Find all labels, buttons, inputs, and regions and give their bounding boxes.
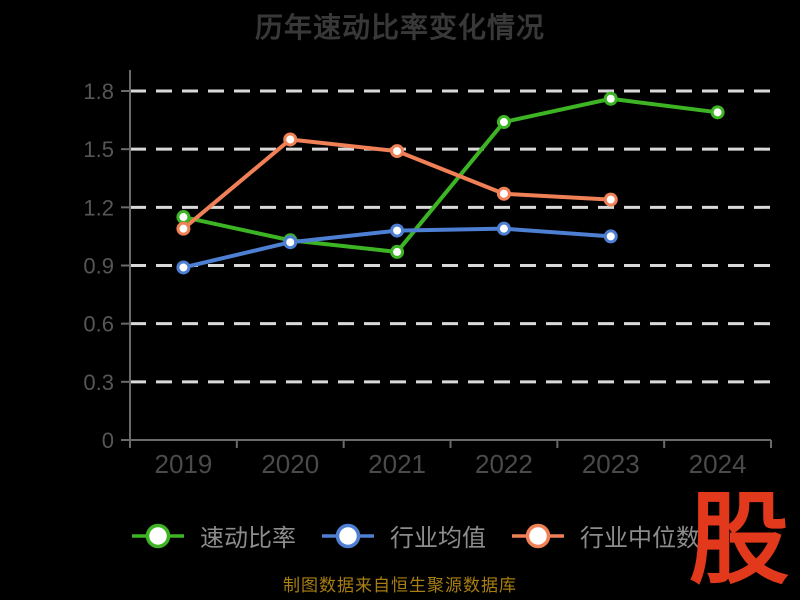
line-marker-icon [322, 523, 374, 548]
series-marker-2 [283, 132, 298, 147]
series-marker-0 [496, 115, 511, 130]
legend-label: 速动比率 [200, 525, 296, 552]
legend-item-industry-median[interactable]: 行业中位数 [510, 518, 700, 553]
series-marker-2 [176, 221, 191, 236]
x-tick-label: 2019 [154, 449, 212, 479]
series-marker-0 [176, 210, 191, 225]
x-tick-label: 2020 [261, 449, 319, 479]
series-marker-1 [176, 260, 191, 275]
series-marker-0 [390, 244, 405, 259]
series-marker-1 [390, 223, 405, 238]
y-tick-label: 0 [102, 428, 114, 453]
chart-title: 历年速动比率变化情况 [254, 12, 545, 43]
series-marker-2 [496, 186, 511, 201]
series-marker-2 [603, 192, 618, 207]
legend-label: 行业中位数 [580, 525, 700, 552]
series-marker-0 [710, 105, 725, 120]
logo-gu: 股 [689, 484, 789, 596]
series-marker-1 [283, 235, 298, 250]
line-marker-icon [512, 523, 564, 548]
legend-item-quick-ratio[interactable]: 速动比率 [130, 518, 296, 553]
y-tick-label: 1.5 [83, 137, 114, 162]
x-tick-label: 2023 [582, 449, 640, 479]
series-marker-1 [496, 221, 511, 236]
legend-item-industry-mean[interactable]: 行业均值 [320, 518, 486, 553]
series-marker-0 [603, 91, 618, 106]
data-source-note: 制图数据来自恒生聚源数据库 [283, 576, 517, 595]
y-tick-label: 0.3 [83, 370, 114, 395]
y-tick-label: 0.6 [83, 312, 114, 337]
series-marker-1 [603, 229, 618, 244]
series-line-0 [181, 96, 720, 254]
x-tick-label: 2022 [475, 449, 533, 479]
series-marker-2 [390, 144, 405, 159]
y-tick-label: 0.9 [83, 254, 114, 279]
y-tick-label: 1.8 [83, 79, 114, 104]
line-marker-icon [132, 523, 184, 548]
legend: 速动比率 行业均值 行业中位数 [130, 518, 700, 553]
y-tick-label: 1.2 [83, 195, 114, 220]
legend-label: 行业均值 [390, 525, 486, 552]
x-tick-label: 2024 [689, 449, 747, 479]
x-tick-label: 2021 [368, 449, 426, 479]
